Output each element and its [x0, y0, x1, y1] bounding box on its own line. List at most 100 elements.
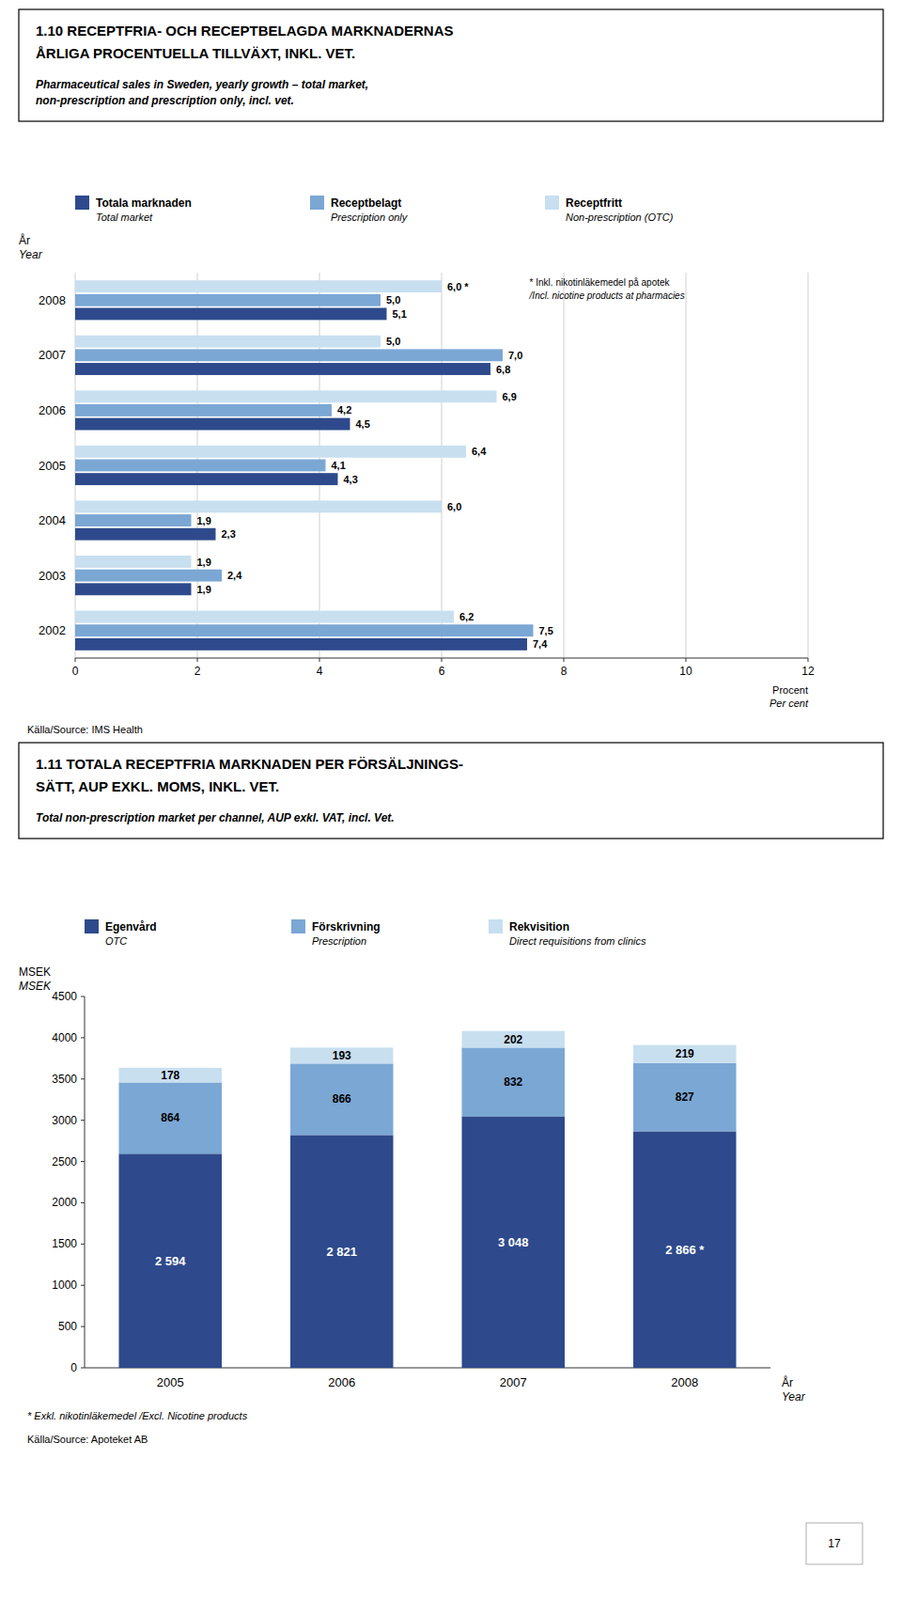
data-label: 6,4: [471, 445, 487, 457]
data-label: 219: [675, 1046, 695, 1060]
x-tick: [808, 657, 809, 662]
bars: [75, 279, 534, 651]
y-axis-label: MSEK: [18, 964, 51, 979]
x-tick-label: 4: [316, 664, 324, 678]
chart: 1.11 TOTALA RECEPTFRIA MARKNADEN PER FÖR…: [18, 742, 884, 1445]
data-label: 202: [503, 1032, 523, 1046]
title-box: [18, 742, 884, 839]
y-tick-label: 2000: [51, 1195, 78, 1209]
bar: [119, 1152, 223, 1368]
data-label: 193: [332, 1048, 352, 1062]
chart-title: 1.11 TOTALA RECEPTFRIA MARKNADEN PER FÖR…: [35, 755, 464, 772]
data-label: 6,8: [496, 363, 511, 375]
x-tick: [319, 657, 321, 662]
x-axis-label: År: [781, 1374, 794, 1389]
data-label: 178: [160, 1068, 180, 1082]
data-label: 2,4: [227, 569, 243, 581]
bar: [75, 294, 381, 307]
bar: [633, 1130, 737, 1368]
bar: [75, 623, 534, 637]
page-number: 17: [827, 1536, 841, 1550]
legend-swatch: [544, 195, 560, 210]
bar: [119, 1067, 223, 1083]
bar: [290, 1062, 394, 1135]
legend-swatch: [310, 195, 325, 210]
grid-line: [808, 272, 809, 658]
bar: [75, 362, 491, 375]
data-label: 4,1: [331, 459, 346, 471]
page-number-box: 17: [806, 1522, 863, 1564]
x-tick-label: 6: [438, 664, 446, 678]
bar: [75, 459, 327, 472]
legend-swatch: [75, 195, 90, 210]
bar: [75, 418, 351, 431]
y-tick-label: 1000: [51, 1277, 78, 1291]
grid-line: [563, 272, 565, 658]
y-tick: [80, 1036, 85, 1038]
y-tick-label: 2005: [38, 458, 66, 473]
y-tick: [80, 1325, 85, 1327]
x-tick-label: 2007: [499, 1374, 528, 1389]
x-tick: [685, 657, 687, 662]
data-label: 1,9: [197, 556, 212, 568]
bar: [119, 1081, 223, 1153]
y-tick-label: 2003: [38, 568, 66, 583]
x-tick-label: 12: [801, 664, 815, 678]
bar: [75, 472, 339, 485]
grid-line: [441, 272, 443, 658]
bar: [75, 445, 467, 458]
y-tick: [80, 1160, 85, 1162]
legend-label: Förskrivning: [311, 919, 381, 934]
data-label: 7,4: [532, 637, 548, 650]
bar: [75, 307, 388, 320]
chart-title: 1.10 RECEPTFRIA- OCH RECEPTBELAGDA MARKN…: [35, 22, 453, 39]
chart-subtitle: Pharmaceutical sales in Sweden, yearly g…: [35, 77, 369, 92]
legend-label: Receptbelagt: [330, 196, 402, 210]
bar: [75, 582, 192, 595]
y-axis-label: MSEK: [18, 979, 52, 993]
x-axis-label: Year: [781, 1389, 807, 1403]
bar: [290, 1134, 394, 1368]
bar: [633, 1062, 737, 1132]
data-labels: 7,47,56,21,92,41,92,31,96,04,34,16,44,54…: [197, 280, 554, 651]
y-tick-label: 3000: [51, 1113, 78, 1127]
legend-label: Prescription only: [330, 211, 409, 223]
data-label: 2 866 *: [665, 1242, 705, 1257]
data-label: 4,5: [356, 418, 371, 430]
y-tick-label: 2007: [38, 347, 66, 362]
data-label: 6,0 *: [447, 280, 469, 293]
data-label: 827: [675, 1089, 695, 1104]
source: Källa/Source: Apoteket AB: [27, 1432, 148, 1445]
bar: [75, 637, 528, 651]
legend-label: Total market: [95, 211, 154, 223]
legend-label: Direct requisitions from clinics: [509, 934, 647, 947]
y-tick: [80, 1284, 85, 1286]
y-tick-label: 2008: [38, 293, 66, 308]
legend-swatch: [291, 918, 306, 934]
data-label: 866: [332, 1091, 352, 1105]
data-label: 7,5: [539, 624, 554, 637]
legend-label: Rekvisition: [509, 919, 570, 934]
data-label: 4,2: [337, 404, 352, 416]
legend-swatch: [488, 918, 503, 934]
x-tick-label: 0: [72, 664, 79, 678]
y-tick: [80, 1243, 85, 1245]
bar: [75, 348, 503, 361]
x-tick-label: 2008: [670, 1374, 699, 1389]
y-tick: [80, 1367, 85, 1369]
title-box: [18, 9, 884, 122]
data-label: 832: [503, 1074, 523, 1089]
bar: [75, 335, 381, 348]
y-tick-label: 0: [70, 1360, 78, 1374]
legend-label: Totala marknaden: [95, 196, 192, 210]
legend-label: OTC: [105, 934, 127, 947]
bars: [119, 1030, 737, 1368]
y-tick: [80, 1119, 85, 1120]
data-label: 6,2: [459, 610, 474, 623]
grid-line: [685, 272, 687, 658]
data-label: 5,0: [386, 294, 401, 306]
x-axis-label: Procent: [772, 684, 809, 696]
bar: [75, 513, 192, 527]
chart-subtitle: Total non-prescription market per channe…: [35, 810, 395, 825]
chart-title: SÄTT, AUP EXKL. MOMS, INKL. VET.: [35, 777, 280, 794]
